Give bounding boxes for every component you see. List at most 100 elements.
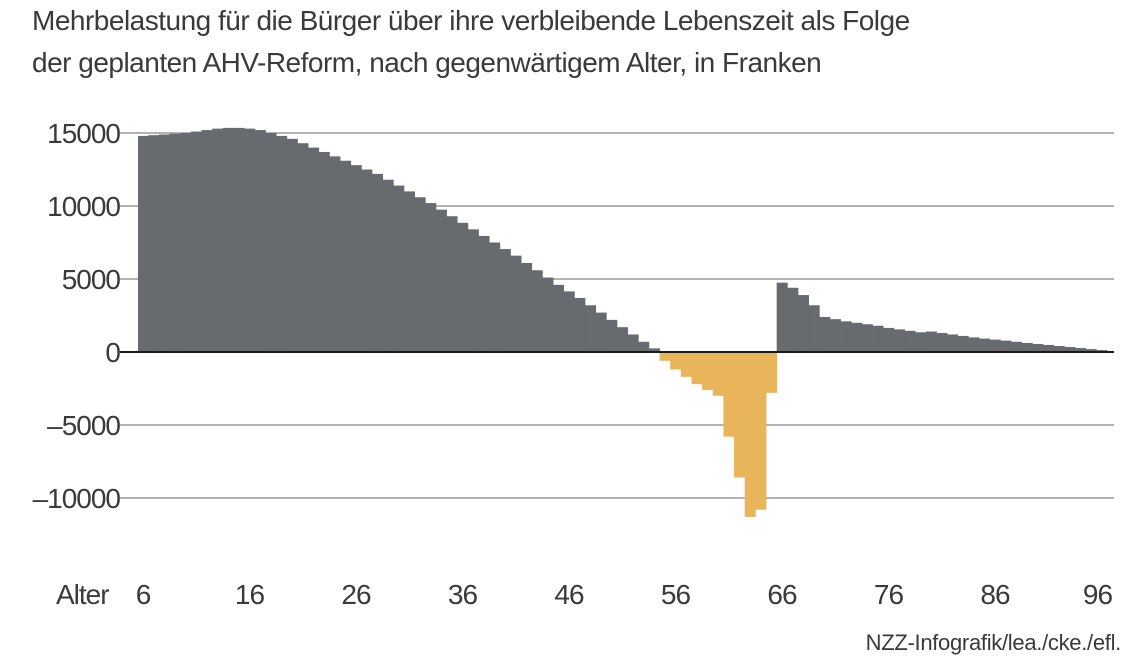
bar-age-53 <box>638 341 650 352</box>
x-tick-label: 26 <box>341 579 371 610</box>
bar-age-49 <box>595 312 607 352</box>
bar-age-12 <box>201 130 213 352</box>
bar-age-46 <box>563 291 575 352</box>
bar-age-76 <box>883 327 895 352</box>
bar-age-70 <box>819 316 831 352</box>
bar-age-26 <box>350 165 362 352</box>
bar-age-45 <box>553 284 565 352</box>
y-tick-label: 15000 <box>47 118 120 149</box>
bar-age-31 <box>403 191 415 352</box>
bar-age-57 <box>680 352 692 377</box>
bar-age-34 <box>435 209 447 352</box>
y-tick-label: 10000 <box>47 191 120 222</box>
bar-age-71 <box>829 319 841 352</box>
bar-age-23 <box>318 151 330 352</box>
bar-age-75 <box>872 325 884 352</box>
bar-age-22 <box>308 147 320 352</box>
bar-age-64 <box>755 352 767 510</box>
bar-age-24 <box>329 156 341 352</box>
bar-age-73 <box>851 322 863 352</box>
bar-age-81 <box>936 333 948 352</box>
x-tick-label: 96 <box>1083 579 1113 610</box>
bar-age-38 <box>478 235 490 352</box>
chart-title: Mehrbelastung für die Bürger über ihre v… <box>32 0 910 84</box>
bar-age-77 <box>893 329 905 352</box>
bar-age-39 <box>489 242 501 352</box>
bar-age-11 <box>190 131 202 352</box>
bar-age-95 <box>1085 349 1097 352</box>
x-tick-label: 76 <box>874 579 904 610</box>
bar-age-94 <box>1074 348 1086 352</box>
bar-age-21 <box>297 143 309 352</box>
x-tick-label: 46 <box>554 579 584 610</box>
bar-series <box>138 127 1108 517</box>
bar-age-79 <box>915 332 927 352</box>
bar-age-10 <box>180 133 192 352</box>
bar-age-47 <box>574 297 586 352</box>
bar-age-62 <box>734 352 746 478</box>
y-axis-labels: 15000 10000 5000 0 –5000 –10000 <box>33 118 122 514</box>
x-tick-label: 36 <box>448 579 478 610</box>
bar-age-29 <box>382 179 394 352</box>
x-axis-labels: Alter 6 16 26 36 46 56 66 76 86 96 <box>56 579 1113 610</box>
bar-age-32 <box>414 197 426 352</box>
bar-age-14 <box>222 127 234 352</box>
bar-age-8 <box>158 134 171 352</box>
y-tick-label: –5000 <box>47 410 120 441</box>
bar-age-41 <box>510 255 522 352</box>
bar-age-67 <box>787 287 799 352</box>
bar-age-15 <box>233 127 245 352</box>
y-tick-label: 5000 <box>62 264 121 295</box>
bar-age-30 <box>393 185 405 352</box>
bar-age-74 <box>861 324 873 352</box>
bar-age-92 <box>1053 346 1065 352</box>
bar-age-17 <box>254 130 266 352</box>
x-tick-label: 6 <box>136 579 151 610</box>
y-tick-label: 0 <box>105 337 120 368</box>
bar-age-37 <box>467 229 479 352</box>
bar-age-6 <box>138 135 149 352</box>
x-tick-label: 56 <box>661 579 691 610</box>
bar-age-40 <box>499 249 511 352</box>
bar-age-48 <box>584 305 597 352</box>
bar-age-63 <box>744 352 756 517</box>
bar-age-52 <box>627 334 639 352</box>
bar-age-65 <box>766 352 778 393</box>
gridlines <box>120 132 1114 499</box>
bar-age-59 <box>702 352 714 390</box>
bar-age-90 <box>1032 343 1044 352</box>
bar-age-66 <box>776 282 788 352</box>
chart-title-line-2: der geplanten AHV-Reform, nach gegenwärt… <box>32 47 822 78</box>
bar-age-89 <box>1021 342 1033 352</box>
bar-age-91 <box>1042 344 1054 352</box>
bar-age-78 <box>904 330 916 352</box>
bar-age-84 <box>968 337 980 352</box>
chart-title-line-1: Mehrbelastung für die Bürger über ihre v… <box>32 5 910 36</box>
bar-age-88 <box>1010 341 1023 352</box>
bar-age-55 <box>659 352 671 361</box>
bar-age-9 <box>169 133 181 352</box>
bar-age-25 <box>340 160 352 352</box>
bar-age-61 <box>723 352 735 437</box>
bar-age-28 <box>371 173 384 352</box>
bar-age-82 <box>947 334 959 352</box>
source-credit: NZZ-Infografik/lea./cke./efl. <box>865 630 1122 655</box>
bar-age-87 <box>1000 340 1012 352</box>
bar-age-16 <box>244 128 256 352</box>
bar-age-80 <box>925 331 937 352</box>
bar-age-56 <box>670 352 682 370</box>
bar-age-7 <box>148 135 160 352</box>
bar-age-42 <box>521 262 533 352</box>
bar-age-68 <box>797 295 810 352</box>
bar-age-27 <box>361 169 373 352</box>
bar-age-58 <box>691 352 703 385</box>
bar-age-60 <box>712 352 724 396</box>
bar-age-50 <box>606 319 618 352</box>
y-tick-label: –10000 <box>33 483 121 514</box>
bar-age-20 <box>286 138 298 352</box>
bar-age-72 <box>840 321 852 352</box>
bar-age-19 <box>276 135 288 352</box>
bar-age-85 <box>979 338 991 352</box>
bar-age-33 <box>425 203 437 352</box>
